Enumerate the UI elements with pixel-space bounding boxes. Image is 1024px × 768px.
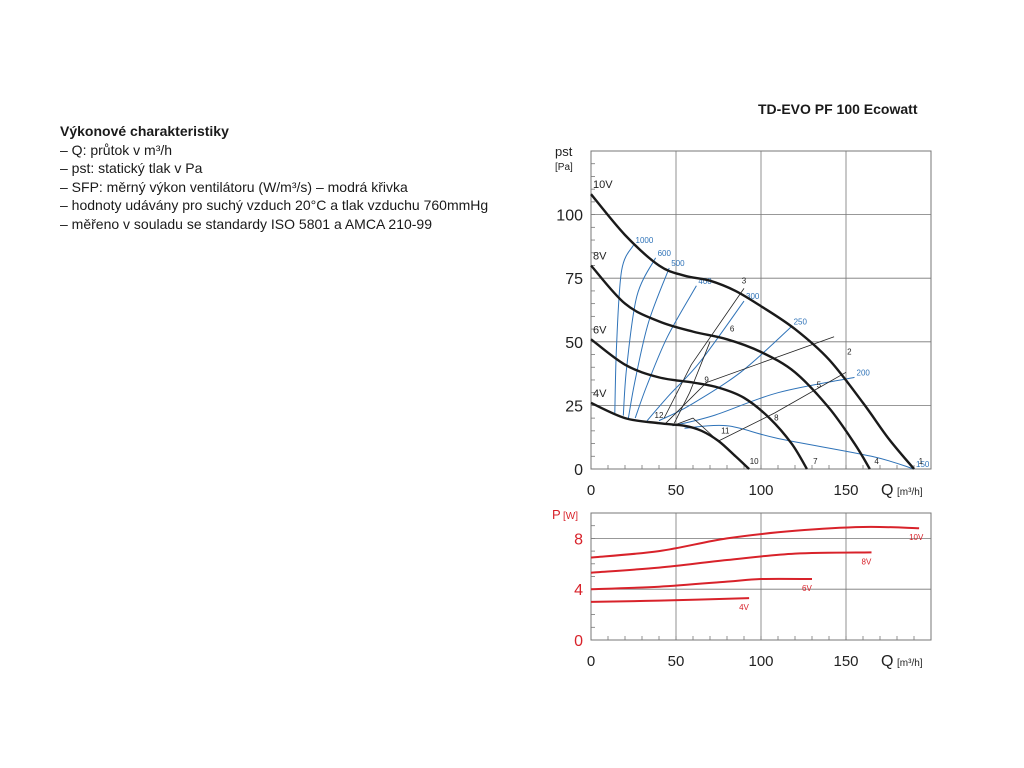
operating-point-label: 8 [774,414,779,423]
sfp-curve [634,285,697,419]
operating-point-label: 9 [704,376,709,385]
power-series-label: 4V [739,603,749,612]
legend-item: – Q: průtok v m³/h [60,141,173,158]
power-curve [590,577,813,591]
power-series-label: 8V [862,557,872,566]
operating-point-label: 4 [874,457,879,466]
operating-point-label: 6 [730,325,735,334]
pressure-curve [590,401,750,470]
sfp-curve-label: 500 [671,259,685,268]
operating-point-label: 2 [847,348,852,357]
x-tick-label: 150 [833,653,858,670]
x-tick-label: 50 [668,653,685,670]
power-chart: 0 50 100 150 0 4 8P [W] Q [m³/h] 10V 8V 6V 4V [552,507,932,670]
y-tick-label: 75 [565,271,583,288]
operating-point-label: 11 [721,426,730,435]
sfp-curve [684,424,915,470]
operating-point-label: 1 [919,457,924,466]
operating-point-label: 7 [813,457,818,466]
sfp-curve-label: 150 [916,460,930,469]
x-tick-label: 0 [587,482,595,499]
y-tick-label: 4 [574,582,583,599]
sfp-curve-label: 250 [794,318,808,327]
y-tick-label: 25 [565,398,583,415]
x-axis-label: Q [881,482,893,499]
x-tick-label: 100 [748,653,773,670]
sfp-curve [672,376,855,427]
operating-point-label: 5 [817,381,822,390]
pressure-curve [590,264,871,470]
x-axis-unit: [m³/h] [897,658,923,669]
chart-legend-text: Výkonové charakteristiky – Q: průtok v m… [60,122,488,233]
sfp-curve [627,267,670,419]
legend-heading: Výkonové charakteristiky [60,123,229,139]
legend-item: – hodnoty udávány pro suchý vzduch 20°C … [60,197,489,213]
power-series-label: 6V [802,584,812,593]
operating-line [718,371,847,442]
operating-point-label: 3 [742,276,747,285]
x-axis-unit: [m³/h] [897,487,923,498]
legend-item: – pst: statický tlak v Pa [60,160,203,176]
pressure-series-label: 4V [593,388,607,400]
x-axis-label: Q [881,653,893,670]
legend-list: – Q: průtok v m³/h – pst: statický tlak … [60,141,488,234]
model-title: TD-EVO PF 100 Ecowatt [758,101,918,117]
legend-item: – SFP: měrný výkon ventilátoru (W/m³/s) … [60,178,408,195]
power-curve [590,551,872,574]
sfp-curve [658,326,792,422]
operating-point-label: 12 [655,411,664,420]
sfp-curve [614,244,634,414]
sfp-curve-label: 600 [658,249,672,258]
sfp-curve-label: 1000 [636,236,654,245]
sfp-curve-label: 200 [857,368,871,377]
legend-item: – měřeno v souladu se standardy ISO 5801… [60,215,433,232]
y-tick-label: 0 [574,633,583,650]
power-series-label: 10V [909,533,924,542]
y-tick-label: 50 [565,335,583,352]
y-axis-unit: [W] [563,511,578,522]
power-curve [590,597,750,603]
operating-line [673,341,711,424]
operating-point-label: 10 [750,457,759,466]
pressure-series-label: 6V [593,324,607,336]
operating-line [663,288,745,419]
y-tick-label: 100 [556,208,583,225]
y-axis-label: pst [555,144,573,159]
sfp-curve-label: 300 [746,292,760,301]
pressure-curve [590,338,808,470]
pressure-curve [590,193,915,470]
power-curve [590,525,920,559]
pressure-series-label: 8V [593,250,607,262]
x-tick-label: 0 [587,653,595,670]
sfp-curve [622,257,657,416]
pressure-series-label: 10V [593,179,613,191]
operating-line [665,336,835,424]
sfp-curve [646,300,745,422]
x-tick-label: 100 [748,482,773,499]
y-tick-label: 8 [574,531,583,548]
y-tick-label: 0 [574,462,583,479]
x-tick-label: 150 [833,482,858,499]
x-tick-label: 50 [668,482,685,499]
y-axis-label: P [552,507,561,522]
y-axis-unit: [Pa] [555,162,573,173]
sfp-curve-label: 400 [698,277,712,286]
